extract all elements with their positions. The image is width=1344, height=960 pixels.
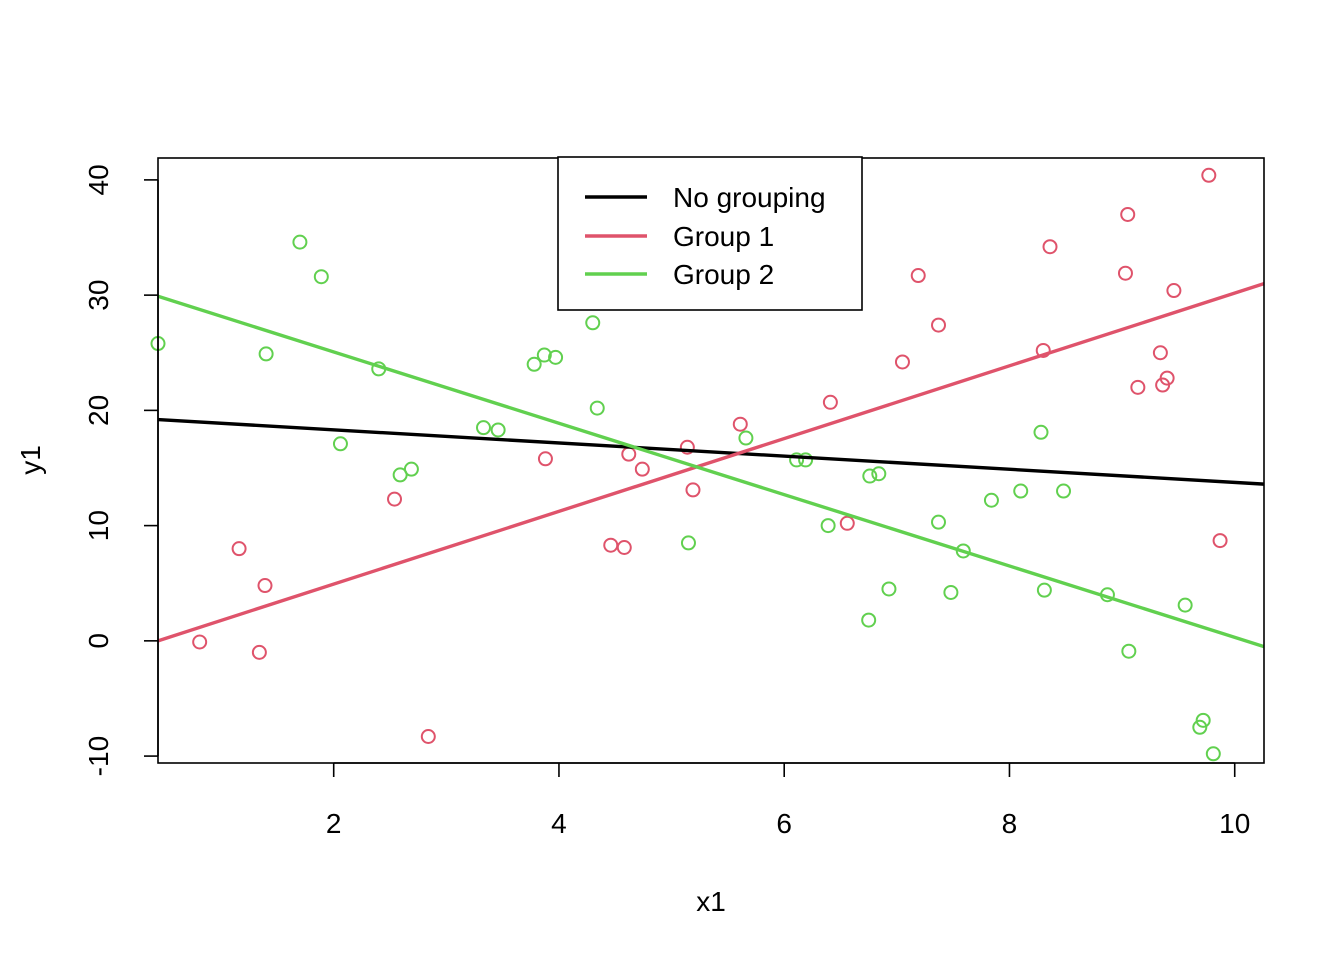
data-point-group-1-0 (192, 634, 208, 650)
x-tick-label-8: 8 (1002, 808, 1018, 839)
data-point-group-2-31 (1056, 483, 1072, 499)
data-point-group-2-3 (313, 269, 329, 285)
data-point-group-1-27 (1166, 283, 1182, 299)
data-point-group-1-14 (822, 394, 838, 410)
data-point-group-1-24 (1152, 345, 1168, 361)
data-point-group-1-26 (1159, 370, 1175, 386)
data-point-group-2-24 (931, 514, 947, 530)
data-point-group-1-21 (1117, 265, 1133, 281)
x-tick-label-4: 4 (551, 808, 567, 839)
data-point-group-1-10 (634, 461, 650, 477)
fit-line-no-grouping (157, 417, 1265, 486)
data-point-group-2-21 (862, 468, 878, 484)
x-axis-label: x1 (696, 886, 726, 917)
data-point-group-2-35 (1192, 719, 1208, 735)
x-axis: 2 4 6 8 10 (326, 762, 1250, 839)
legend-box (557, 156, 863, 311)
y-tick-label--10: -10 (83, 736, 114, 776)
data-point-group-1-3 (257, 578, 273, 594)
y-axis-label: y1 (15, 445, 46, 475)
points-layer (150, 167, 1228, 762)
data-point-group-2-13 (585, 315, 601, 331)
data-point-group-1-29 (1212, 533, 1228, 549)
y-tick-label-10: 10 (83, 510, 114, 541)
data-point-group-2-9 (490, 422, 506, 438)
data-point-group-1-13 (732, 416, 748, 432)
fit-line-group-2 (157, 294, 1265, 649)
y-tick-label-0: 0 (83, 633, 114, 649)
data-point-group-2-34 (1177, 597, 1193, 613)
data-point-group-2-15 (680, 535, 696, 551)
y-tick-label-30: 30 (83, 280, 114, 311)
data-point-group-2-27 (983, 492, 999, 508)
legend: No grouping Group 1 Group 2 (557, 156, 863, 311)
data-point-group-2-4 (332, 436, 348, 452)
data-point-group-2-37 (1205, 746, 1221, 762)
data-point-group-2-17 (789, 452, 805, 468)
data-point-group-1-8 (616, 540, 632, 556)
data-point-group-2-19 (820, 518, 836, 534)
regression-lines-layer (157, 281, 1265, 649)
data-point-group-1-12 (685, 482, 701, 498)
data-point-group-1-15 (839, 515, 855, 531)
x-tick-label-6: 6 (776, 808, 792, 839)
data-point-group-2-12 (548, 349, 564, 365)
data-point-group-2-20 (861, 612, 877, 628)
data-point-group-2-30 (1036, 582, 1052, 598)
data-point-group-1-19 (1035, 342, 1051, 358)
y-tick-label-20: 20 (83, 395, 114, 426)
data-point-group-1-1 (231, 541, 247, 557)
data-point-group-1-11 (679, 439, 695, 455)
data-point-group-1-16 (894, 354, 910, 370)
data-point-group-2-36 (1195, 712, 1211, 728)
data-point-group-2-29 (1033, 424, 1049, 440)
data-point-group-1-6 (537, 451, 553, 467)
data-point-group-2-22 (871, 466, 887, 482)
data-point-group-1-4 (387, 491, 403, 507)
data-point-group-2-14 (589, 400, 605, 416)
data-point-group-1-28 (1201, 167, 1217, 183)
data-point-group-2-10 (526, 356, 542, 372)
legend-label-no-grouping: No grouping (673, 182, 826, 213)
data-point-group-2-18 (798, 452, 814, 468)
data-point-group-2-33 (1121, 643, 1137, 659)
data-point-group-2-11 (536, 347, 552, 363)
y-axis: -10 0 10 20 30 40 (83, 164, 159, 776)
data-point-group-2-16 (738, 430, 754, 446)
data-point-group-2-28 (1013, 483, 1029, 499)
data-point-group-2-7 (403, 461, 419, 477)
data-point-group-2-23 (881, 581, 897, 597)
data-point-group-1-2 (251, 644, 267, 660)
data-point-group-1-23 (1130, 379, 1146, 395)
data-point-group-1-7 (603, 537, 619, 553)
x-tick-label-2: 2 (326, 808, 342, 839)
data-point-group-1-20 (1042, 239, 1058, 255)
data-point-group-1-18 (931, 317, 947, 333)
legend-label-group-1: Group 1 (673, 221, 774, 252)
data-point-group-2-2 (292, 234, 308, 250)
legend-label-group-2: Group 2 (673, 259, 774, 290)
data-point-group-2-1 (258, 346, 274, 362)
data-point-group-2-8 (475, 420, 491, 436)
data-point-group-2-25 (943, 584, 959, 600)
x-tick-label-10: 10 (1219, 808, 1250, 839)
data-point-group-1-17 (910, 268, 926, 284)
data-point-group-1-5 (420, 728, 436, 744)
data-point-group-1-9 (621, 446, 637, 462)
y-tick-label-40: 40 (83, 164, 114, 195)
data-point-group-1-22 (1120, 206, 1136, 222)
fit-line-group-1 (157, 281, 1265, 643)
